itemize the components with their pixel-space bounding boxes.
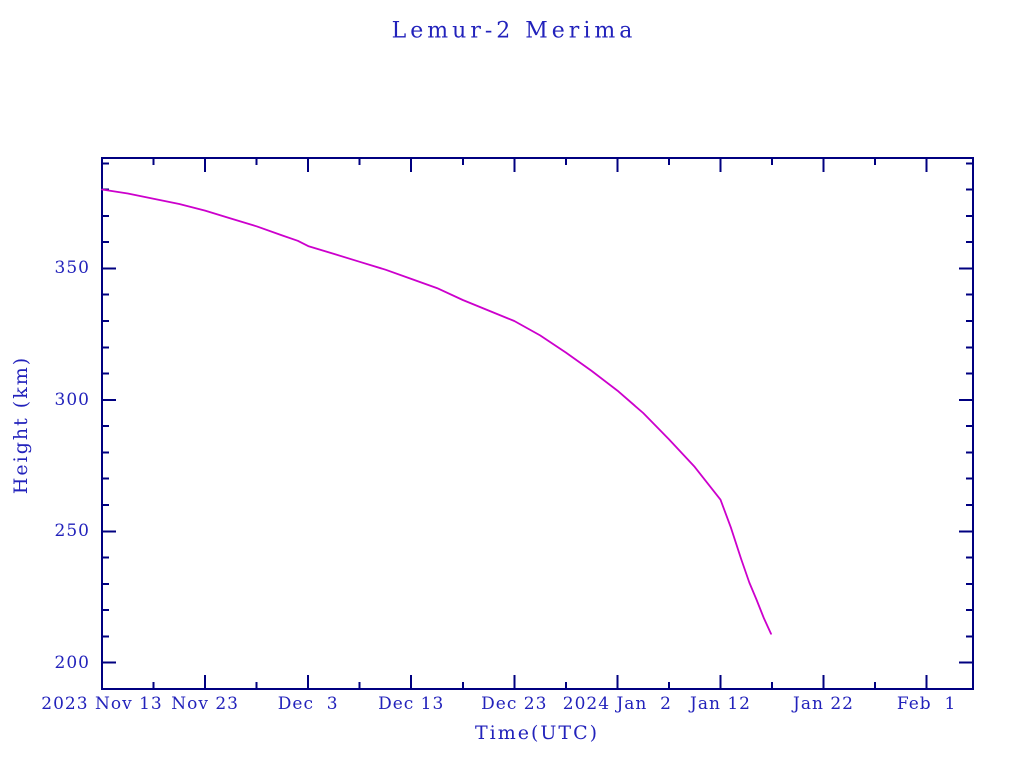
x-tick-label: Dec 3 — [277, 694, 339, 714]
x-axis-title: Time(UTC) — [474, 722, 600, 744]
y-tick-label: 250 — [54, 521, 90, 542]
x-tick-label: Dec 23 — [481, 694, 548, 714]
y-tick-label: 350 — [54, 258, 90, 279]
x-tick-label: 2024 Jan 2 — [562, 694, 672, 714]
y-tick-label: 200 — [54, 652, 90, 673]
plot-frame — [101, 157, 974, 690]
x-tick-label: Feb 1 — [896, 694, 957, 714]
x-tick-label: Nov 23 — [171, 694, 239, 714]
x-tick-label: Dec 13 — [378, 694, 445, 714]
x-tick-label: 2023 Nov 13 — [41, 694, 163, 714]
x-tick-label: Jan 22 — [793, 694, 854, 714]
decay-curve — [101, 188, 772, 635]
x-tick-label: Jan 12 — [690, 694, 751, 714]
y-tick-label: 300 — [54, 389, 90, 410]
chart-title: Lemur-2 Merima — [391, 18, 637, 44]
